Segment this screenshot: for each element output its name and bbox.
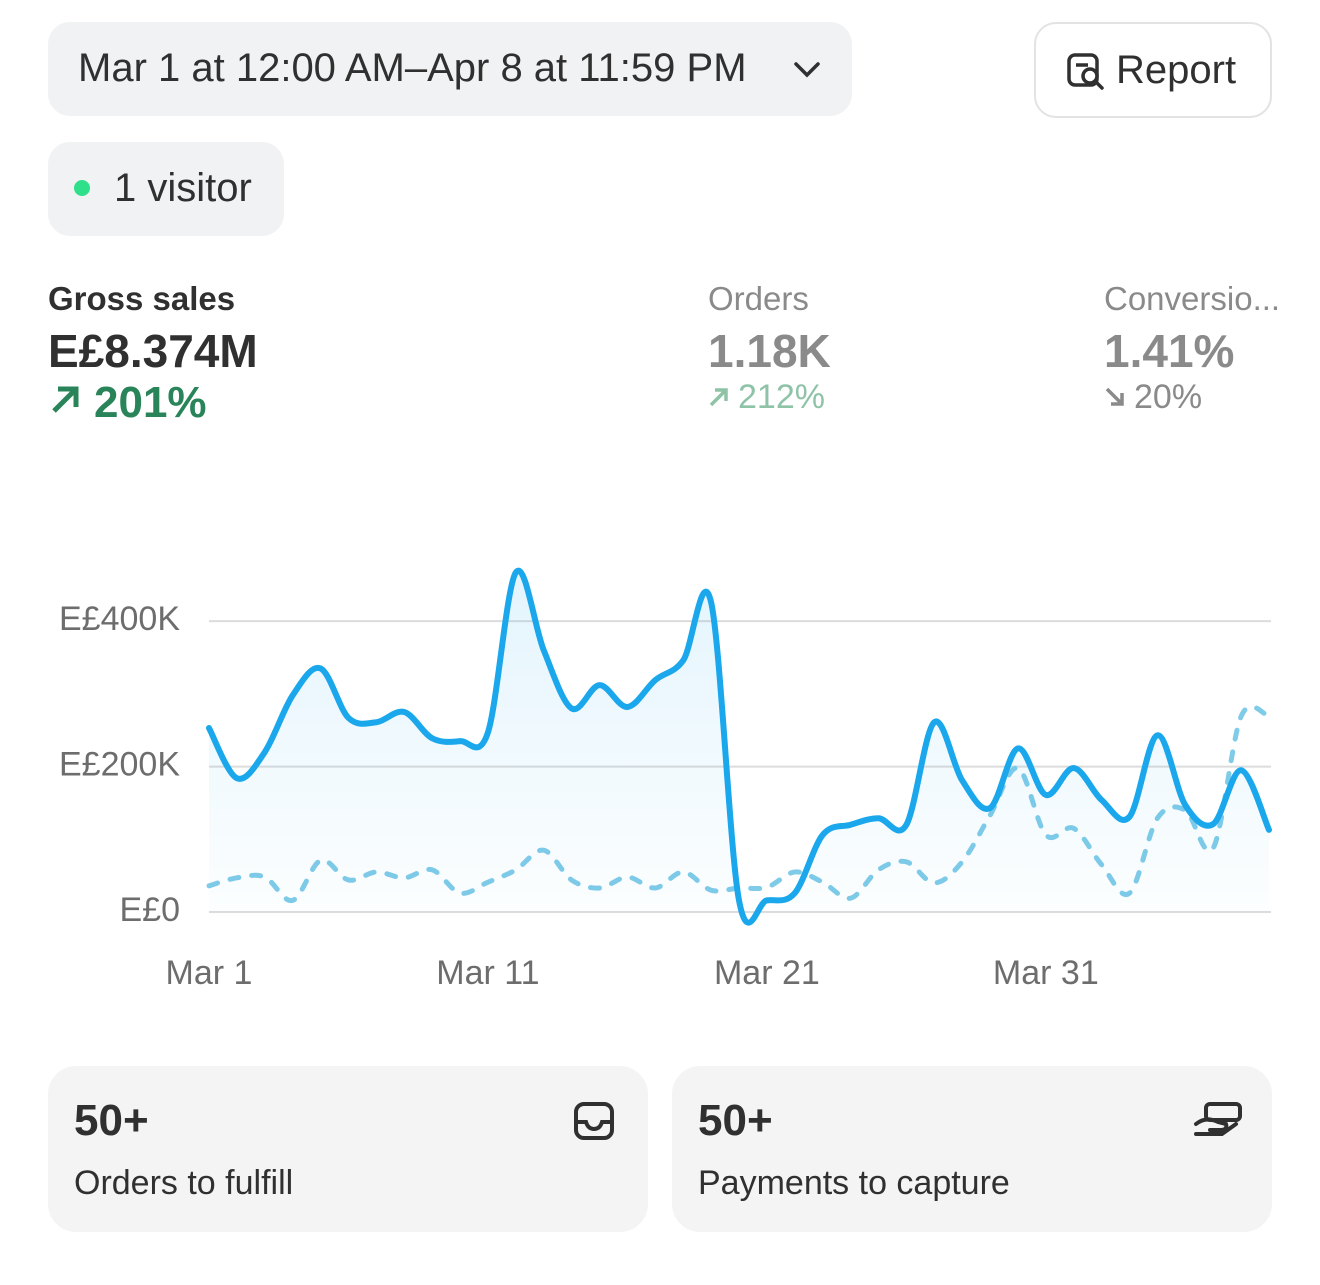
metric-change: 201%	[48, 378, 258, 428]
inbox-icon	[574, 1102, 614, 1140]
card-count: 50+	[74, 1096, 149, 1145]
card[interactable]: 50+ Payments to capture	[672, 1066, 1272, 1232]
metric-change: 212%	[708, 378, 831, 417]
report-label: Report	[1116, 48, 1237, 92]
down-arrow	[1105, 387, 1124, 406]
card-label: Payments to capture	[698, 1164, 1010, 1202]
report-icon	[1067, 53, 1104, 90]
x-tick-label: Mar 1	[166, 954, 253, 992]
metric-change: 20%	[1104, 378, 1280, 417]
y-tick-label: E£400K	[59, 600, 180, 638]
date-picker[interactable]: Mar 1 at 12:00 AM–Apr 8 at 11:59 PM	[48, 22, 852, 116]
card-count: 50+	[698, 1096, 773, 1145]
y-tick-label: E£200K	[59, 746, 180, 784]
change-value: 20%	[1134, 378, 1203, 416]
metric-value: E£8.374M	[48, 325, 258, 377]
date-range: Mar 1 at 12:00 AM–Apr 8 at 11:59 PM	[78, 46, 747, 90]
chevron	[794, 62, 820, 78]
card[interactable]: 50+ Orders to fulfill	[48, 1066, 648, 1232]
payment-icon	[1194, 1102, 1242, 1136]
metric-value: 1.18K	[708, 325, 831, 377]
chart: E£0 E£200K E£400K Mar 1 Mar 11 Mar 21 Mar 31	[59, 567, 1272, 992]
x-tick-label: Mar 31	[993, 954, 1099, 992]
change-value: 212%	[738, 378, 825, 416]
metric-label: Conversio...	[1104, 280, 1281, 317]
card-label: Orders to fulfill	[74, 1164, 294, 1202]
line	[206, 567, 1272, 926]
y-tick-label: E£0	[120, 891, 181, 929]
change-value: 201%	[94, 378, 207, 427]
report-button[interactable]: Report	[1034, 22, 1272, 118]
metric-value: 1.41%	[1104, 325, 1235, 377]
metric[interactable]: Conversio... 1.41% 20%	[1104, 280, 1280, 417]
metric-label: Orders	[708, 280, 809, 317]
live-dot	[74, 180, 90, 196]
up-arrow	[709, 388, 728, 407]
visitor-pill[interactable]: 1 visitor	[48, 142, 284, 236]
metric[interactable]: Orders 1.18K 212%	[708, 280, 831, 417]
x-tick-label: Mar 11	[436, 954, 539, 992]
x-tick-label: Mar 21	[714, 954, 820, 992]
visitors: 1 visitor	[114, 166, 252, 210]
metric[interactable]: Gross sales E£8.374M 201%	[48, 280, 258, 428]
metric-label: Gross sales	[48, 280, 236, 317]
up-arrow	[52, 386, 79, 413]
area	[209, 570, 1269, 923]
